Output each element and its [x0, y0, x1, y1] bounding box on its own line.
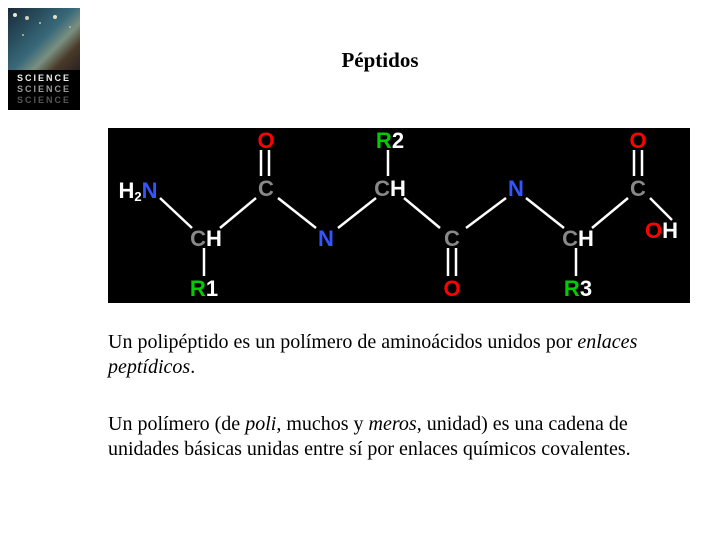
paragraph-1: Un polipéptido es un polímero de aminoác…: [108, 330, 668, 380]
p2-text-1: Un polímero (de: [108, 413, 245, 435]
svg-text:C: C: [630, 176, 646, 201]
p1-text-3: .: [190, 356, 195, 378]
svg-text:N: N: [508, 176, 524, 201]
logo-line-1: SCIENCE: [8, 73, 80, 84]
p2-text-3: , muchos y: [276, 413, 368, 435]
paragraph-2: Un polímero (de poli, muchos y meros, un…: [108, 412, 668, 462]
svg-text:OH: OH: [645, 218, 678, 243]
svg-text:C: C: [444, 226, 460, 251]
svg-text:R1: R1: [190, 276, 218, 301]
svg-text:O: O: [257, 128, 274, 153]
svg-text:N: N: [318, 226, 334, 251]
svg-text:CH: CH: [190, 226, 222, 251]
peptide-diagram: H2N CH R1 C O N CH R2 C O N CH R3: [108, 128, 690, 303]
svg-text:R2: R2: [376, 128, 404, 153]
svg-text:H2N: H2N: [118, 178, 157, 205]
p2-text-4: meros: [369, 413, 417, 435]
p1-text-1: Un polipéptido es un polímero de aminoác…: [108, 331, 577, 353]
bonds: [160, 150, 672, 276]
svg-text:O: O: [443, 276, 460, 301]
page-title: Péptidos: [0, 48, 720, 73]
svg-text:CH: CH: [374, 176, 406, 201]
svg-text:CH: CH: [562, 226, 594, 251]
p2-text-2: poli: [245, 413, 276, 435]
logo-text: SCIENCE SCIENCE SCIENCE: [8, 70, 80, 110]
logo-line-3: SCIENCE: [8, 95, 80, 106]
svg-text:R3: R3: [564, 276, 592, 301]
svg-text:O: O: [629, 128, 646, 153]
logo-line-2: SCIENCE: [8, 84, 80, 95]
svg-text:C: C: [258, 176, 274, 201]
